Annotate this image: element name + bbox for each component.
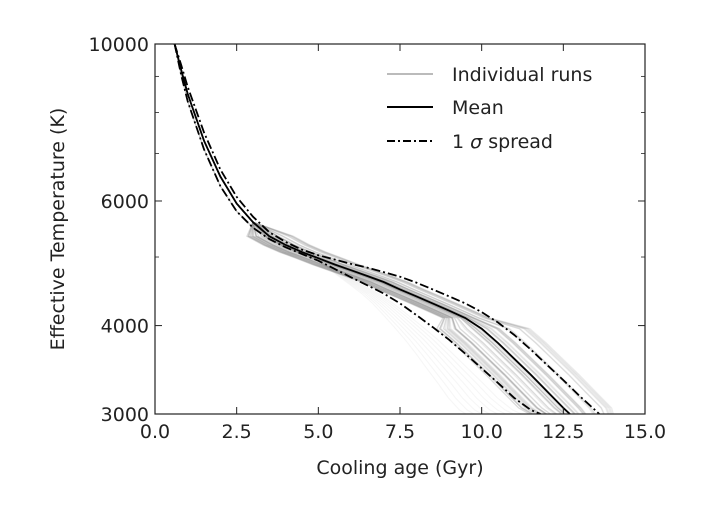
legend-spread-sigma: σ [470,131,483,153]
series-group [173,44,600,414]
legend-spread-label: 1 σ spread [452,131,553,153]
legend-individual-label: Individual runs [452,64,592,86]
legend-spread-suffix: spread [482,131,553,153]
x-tick-label: 7.5 [385,421,415,443]
y-tick-label: 10000 [89,34,149,56]
x-tick-label: 15.0 [624,421,666,443]
spread-line [173,44,600,414]
x-tick-label: 5.0 [303,421,333,443]
y-tick-label: 6000 [101,191,149,213]
legend: Individual runs Mean 1 σ spread [387,64,592,153]
plot-background [155,44,645,414]
x-tick-label: 12.5 [542,421,584,443]
legend-mean-label: Mean [452,97,504,119]
x-tick-label: 2.5 [222,421,252,443]
spread-line [173,44,541,414]
y-axis-label: Effective Temperature (K) [47,108,69,351]
mean-line [173,44,571,414]
y-tick-label: 3000 [101,404,149,426]
x-axis-label: Cooling age (Gyr) [316,457,483,479]
x-tick-label: 10.0 [461,421,503,443]
ticks-group: 0.0 2.5 5.0 7.5 10.0 12.5 15.0 3000 4000 6000 1000… [89,34,667,443]
legend-spread-prefix: 1 [452,131,470,153]
x-tick-label: 0.0 [140,421,170,443]
y-tick-label: 4000 [101,316,149,338]
